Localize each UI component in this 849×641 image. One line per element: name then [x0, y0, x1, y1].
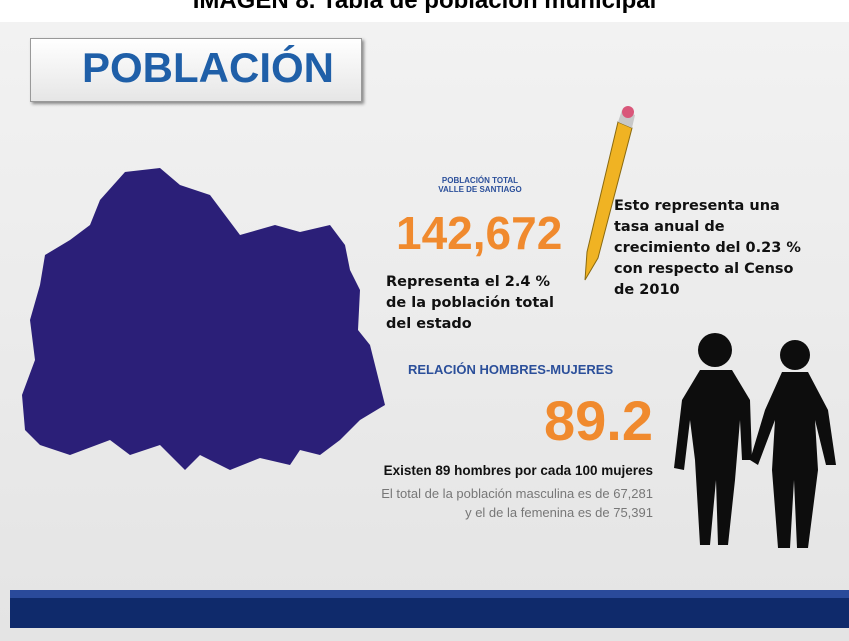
pencil: [584, 106, 635, 281]
ratio-label: RELACIÓN HOMBRES-MUJERES: [408, 362, 614, 377]
total-label-line: POBLACIÓN TOTAL: [441, 176, 519, 185]
note-line: Representa el 2.4 %: [386, 274, 551, 290]
header-title: POBLACIÓN: [82, 44, 334, 91]
growth-line: tasa anual de: [614, 219, 725, 235]
detail-line: El total de la población masculina es de…: [381, 486, 653, 501]
total-label-line: VALLE DE SANTIAGO: [438, 185, 522, 194]
map: [22, 168, 385, 470]
ratio-note: Existen 89 hombres por cada 100 mujeres: [383, 463, 653, 478]
total-label: POBLACIÓN TOTAL VALLE DE SANTIAGO: [410, 176, 550, 194]
header-box: [30, 38, 362, 102]
silhouettes: [674, 333, 836, 548]
growth-line: de 2010: [614, 282, 680, 298]
ratio-detail: El total de la población masculina es de…: [381, 484, 653, 522]
note-line: de la población total: [386, 295, 555, 311]
total-value: 142,672: [396, 207, 563, 259]
footer-bar-light: [10, 590, 849, 598]
growth-text: Esto representa una tasa anual de crecim…: [614, 196, 801, 301]
ratio-value: 89.2: [544, 389, 653, 452]
total-note: Representa el 2.4 % de la población tota…: [386, 272, 554, 335]
detail-line: y el de la femenina es de 75,391: [465, 505, 653, 520]
growth-line: crecimiento del 0.23 %: [614, 240, 801, 256]
growth-line: Esto representa una: [614, 198, 780, 214]
caption: IMAGEN 8. Tabla de población municipal: [192, 0, 657, 14]
note-line: del estado: [386, 316, 472, 332]
growth-line: con respecto al Censo: [614, 261, 794, 277]
